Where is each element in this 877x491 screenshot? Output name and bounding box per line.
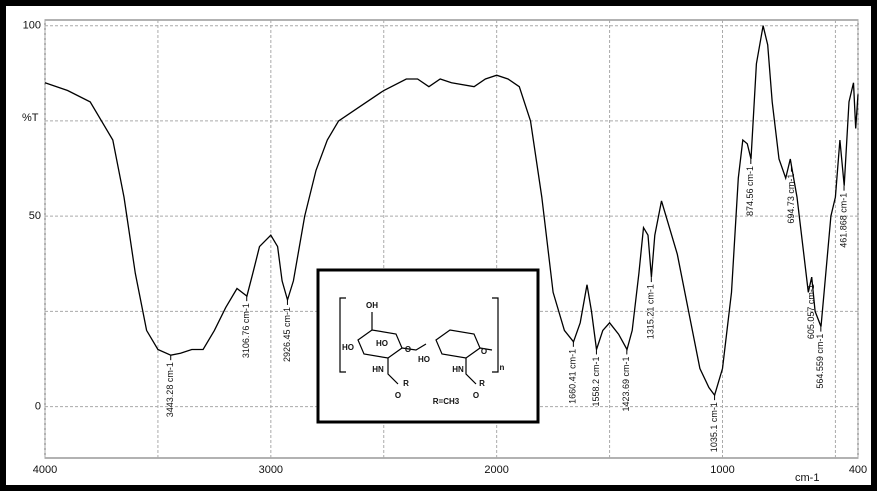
annotation: 461.868 cm-1	[838, 193, 848, 248]
inset-label: R=CH3	[433, 397, 460, 406]
inset-label: n	[500, 363, 505, 372]
inset-label: O	[395, 391, 401, 400]
y-tick-label: 50	[29, 210, 41, 222]
inset-label: O	[405, 345, 411, 354]
y-axis-label: %T	[22, 112, 39, 124]
annotation: 694.73 cm-1	[786, 174, 796, 224]
y-tick-label: 0	[35, 400, 41, 412]
inset-label: R	[403, 379, 409, 388]
x-tick-label: 2000	[484, 464, 508, 476]
y-tick-label: 100	[23, 20, 41, 32]
inset-label: O	[473, 391, 479, 400]
x-tick-label: 400	[849, 464, 867, 476]
x-axis-label: cm-1	[795, 472, 819, 484]
annotation: 1558.2 cm-1	[591, 356, 601, 406]
x-tick-label: 1000	[710, 464, 734, 476]
annotation: 2926.45 cm-1	[282, 307, 292, 362]
inset-label: R	[479, 379, 485, 388]
spectrum-line	[44, 25, 859, 397]
annotation: 605.057 cm-1	[806, 284, 816, 339]
annotation: 874.56 cm-1	[745, 166, 755, 216]
x-tick-label: 3000	[259, 464, 283, 476]
annotation: 1660.41 cm-1	[568, 349, 578, 404]
x-tick-label: 4000	[33, 464, 57, 476]
inset-label: HO	[342, 343, 354, 352]
inset-label: HN	[452, 365, 464, 374]
inset-label: OH	[366, 301, 378, 310]
inset-label: HN	[372, 365, 384, 374]
inset-label: HO	[376, 339, 388, 348]
annotation: 564.559 cm-1	[815, 334, 825, 389]
annotation: 3443.28 cm-1	[165, 362, 175, 417]
annotation: 1423.69 cm-1	[621, 356, 631, 411]
structure-drawing	[339, 297, 499, 385]
plot-area	[44, 19, 859, 459]
inset-label: HO	[418, 355, 430, 364]
inset-label: O	[481, 347, 487, 356]
annotation: 1035.1 cm-1	[709, 402, 719, 452]
annotation: 3106.76 cm-1	[241, 303, 251, 358]
annotation: 1315.21 cm-1	[646, 284, 656, 339]
inset-box	[316, 268, 540, 424]
